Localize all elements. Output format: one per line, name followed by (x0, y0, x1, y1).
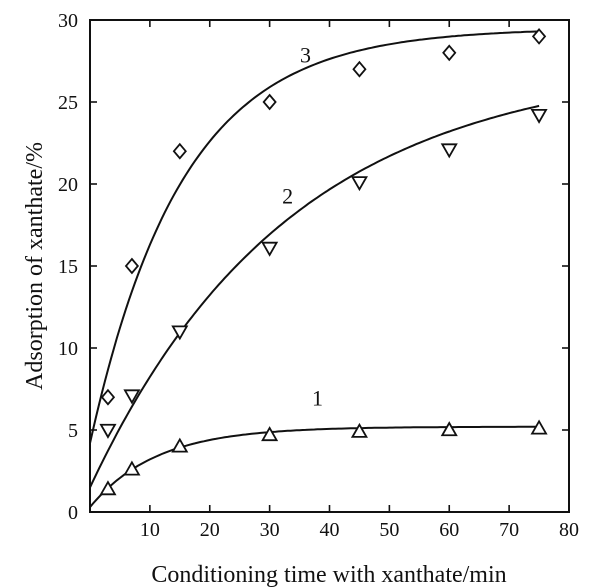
x-tick-label: 10 (140, 519, 160, 541)
series-3-point (262, 93, 277, 111)
series-3-fit-line (89, 30, 540, 444)
curve-label-3: 3 (300, 43, 311, 68)
y-tick-label: 25 (58, 92, 78, 114)
series-1-point (440, 421, 458, 437)
series-3-point (352, 60, 367, 78)
curve-label-1: 1 (312, 385, 323, 410)
x-tick-label: 30 (260, 519, 280, 541)
curve-annotations: 1 2 3 (282, 43, 323, 411)
y-tick-label: 30 (58, 10, 78, 32)
series-3-point (442, 44, 457, 62)
x-tick-label: 60 (439, 519, 459, 541)
plot-frame (89, 19, 570, 513)
y-tick-label: 10 (58, 338, 78, 360)
y-tick-label: 0 (68, 502, 78, 524)
series-3-point (124, 257, 140, 275)
series-2-point (99, 423, 117, 439)
series-2-point (123, 389, 141, 405)
series-2-point (171, 325, 189, 341)
series-1-point (350, 422, 368, 438)
series-3-point (100, 388, 116, 406)
x-axis-title: Conditioning time with xanthate/min (151, 562, 506, 588)
x-tick-label: 50 (379, 519, 399, 541)
series-2-point (440, 143, 458, 159)
x-tick-label: 80 (559, 519, 579, 541)
series-2-point (350, 176, 368, 192)
data-markers (99, 28, 548, 496)
series-3-point (172, 142, 187, 160)
series-2-point (530, 108, 548, 124)
series-1-fit-line (89, 425, 540, 508)
x-tick-label: 20 (200, 519, 220, 541)
y-axis-title: Adsorption of xanthate/% (22, 142, 48, 390)
series-2-fit-line (89, 104, 540, 488)
series-3-point (531, 28, 547, 45)
x-tick-label: 70 (499, 519, 519, 541)
curve-label-2: 2 (282, 184, 293, 209)
series-1-point (530, 419, 548, 435)
y-tick-label: 20 (58, 174, 78, 196)
series-1-point (261, 426, 279, 442)
series-1-point (171, 437, 189, 453)
series-1-point (99, 480, 117, 496)
axis-ticks (90, 19, 570, 513)
x-tick-label: 40 (320, 519, 340, 541)
series-1-point (123, 460, 141, 476)
y-tick-label: 15 (58, 256, 78, 278)
series-2-point (261, 241, 279, 257)
y-tick-label: 5 (68, 420, 78, 442)
tick-labels: 10 20 30 40 50 60 70 80 0 5 10 15 20 25 30 (58, 10, 579, 541)
fit-lines (89, 30, 540, 508)
